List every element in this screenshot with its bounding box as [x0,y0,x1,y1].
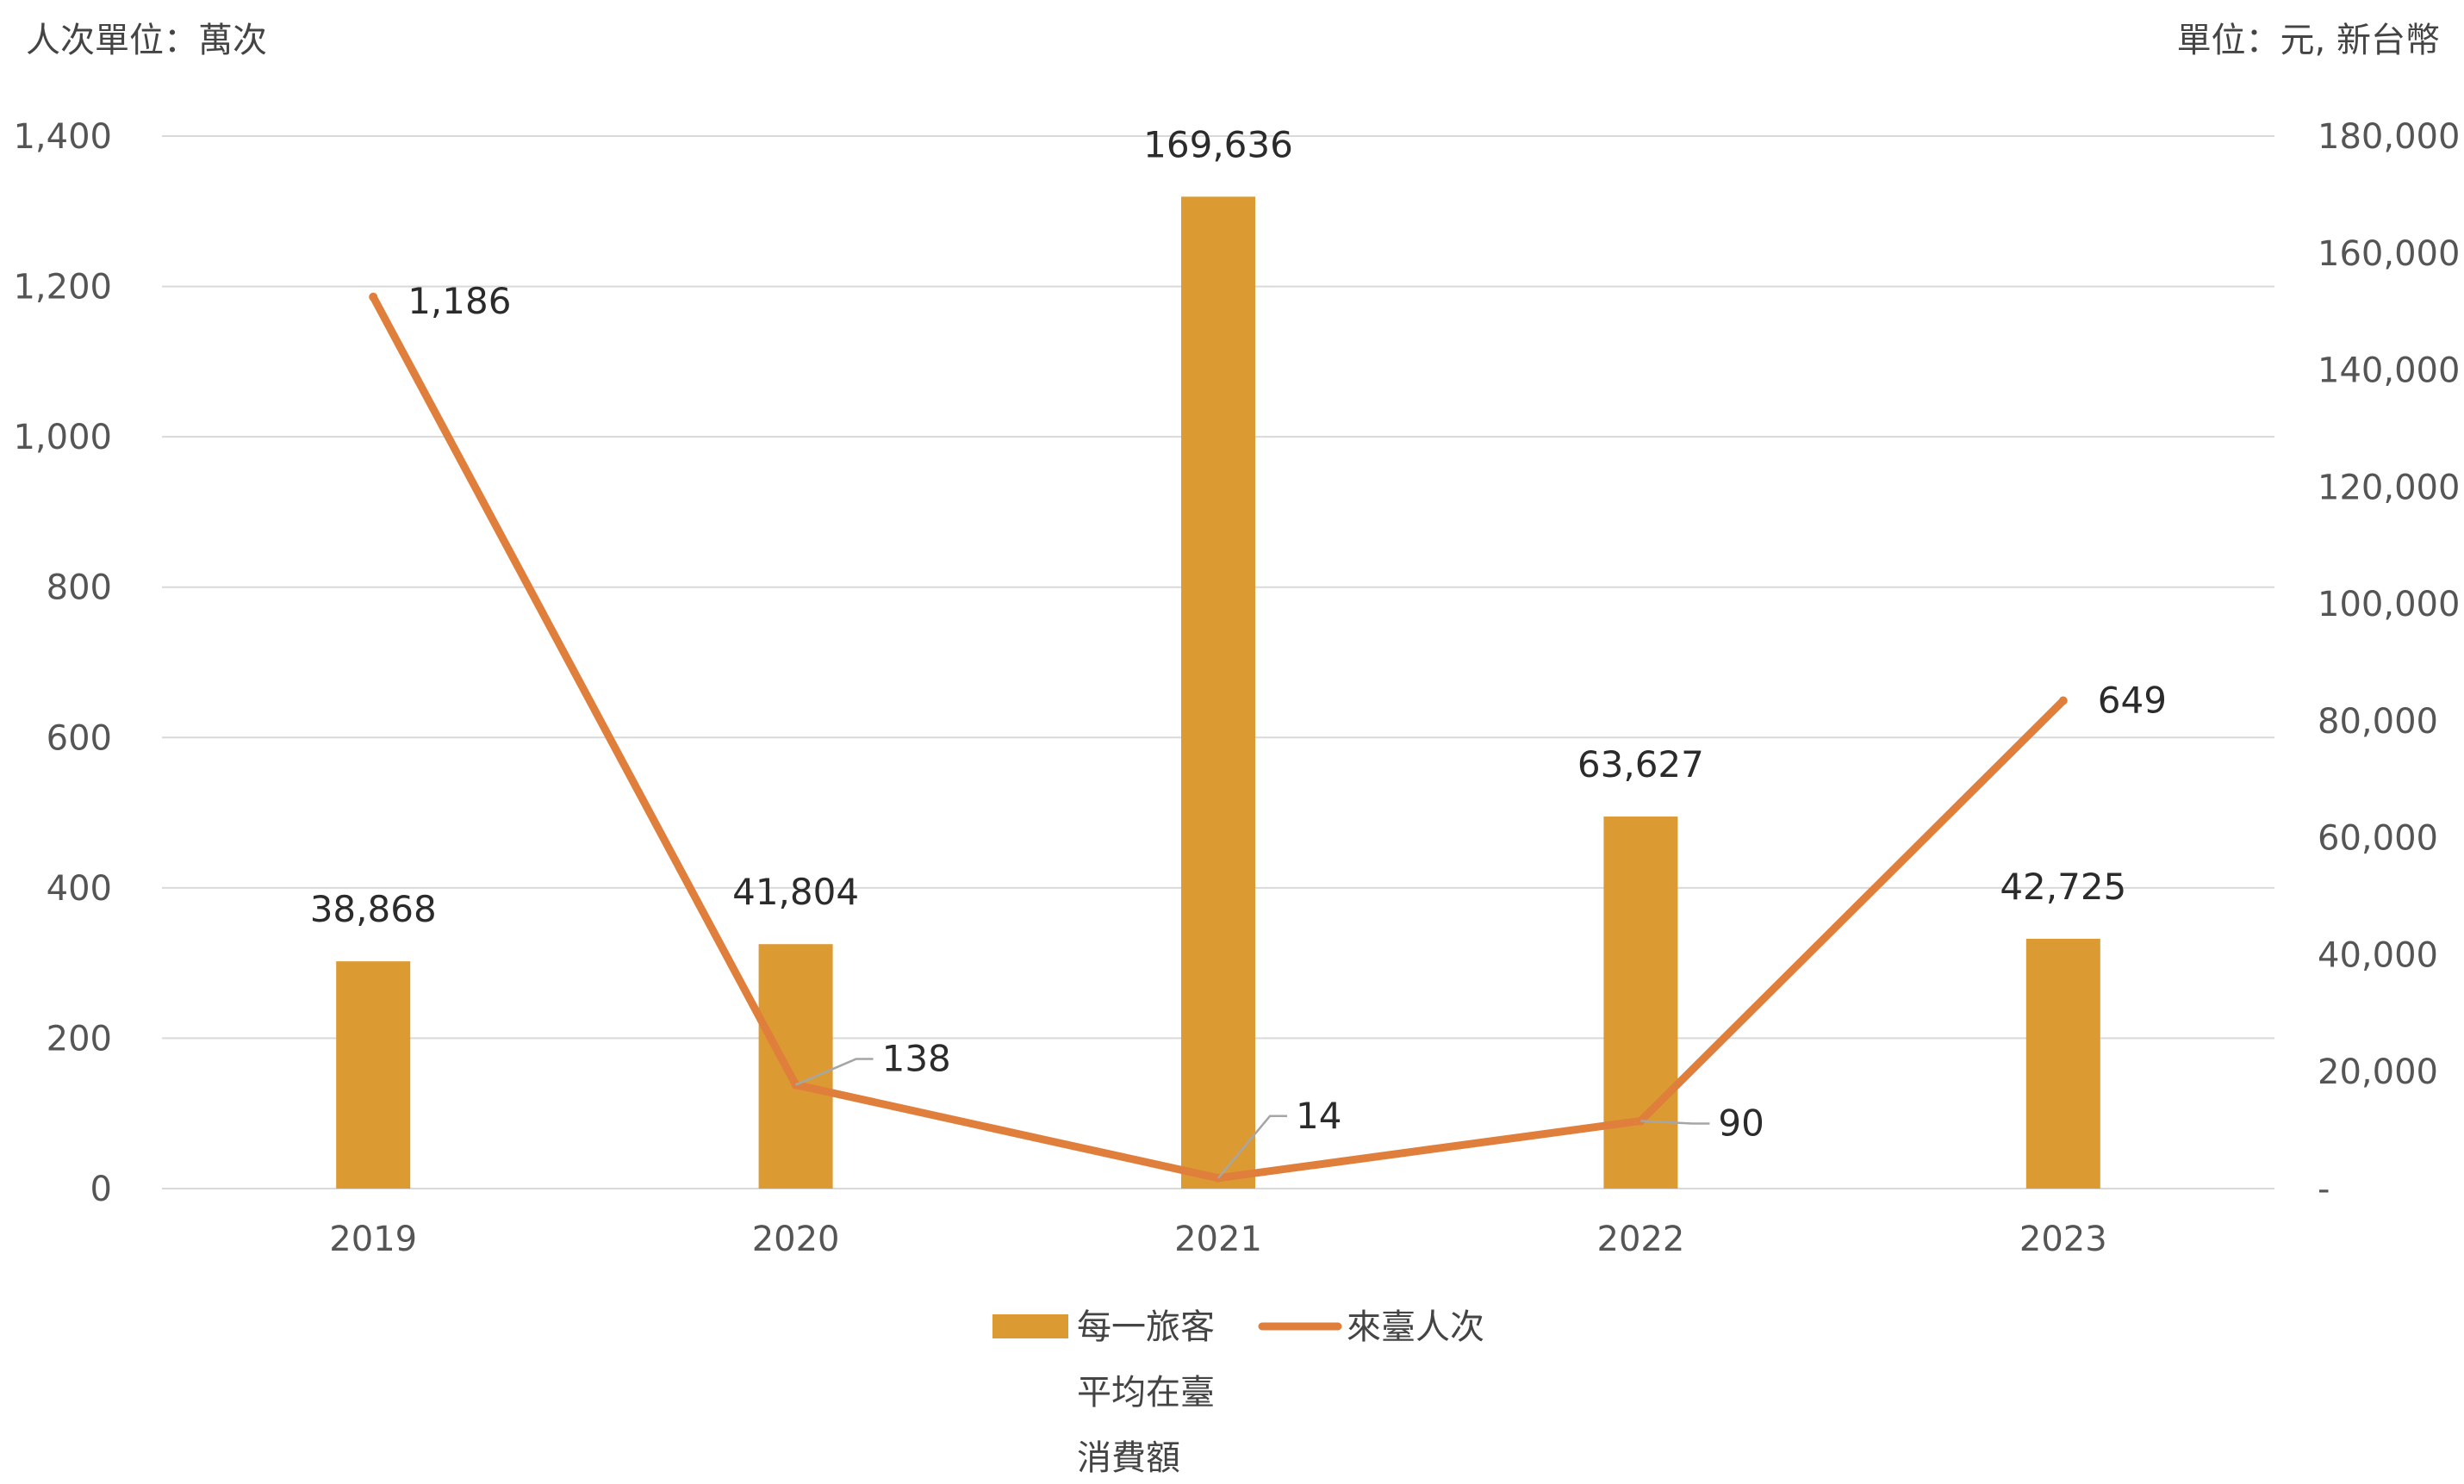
left-tick-label: 400 [47,869,112,909]
left-tick-label: 1,400 [13,117,112,157]
legend-label-line: 來臺人次 [1347,1307,1484,1347]
legend-swatch-bar [992,1314,1068,1338]
bar-data-label: 38,868 [310,888,437,930]
leader-line [1640,1120,1710,1125]
leader-line [1217,1115,1287,1179]
leader-line [795,1058,874,1086]
line-data-label: 649 [2098,680,2167,722]
line-data-label: 1,186 [408,280,511,322]
bar-series [336,196,2100,1189]
bar [1181,196,1255,1189]
x-tick-label: 2022 [1597,1220,1685,1259]
line-data-labels: 1,186 138 14 90 649 [408,280,2167,1179]
x-tick-label: 2023 [2019,1220,2107,1259]
left-axis-unit-label: 人次單位：萬次 [26,21,267,60]
x-tick-label: 2021 [1174,1220,1262,1259]
line-data-label: 90 [1718,1102,1764,1144]
right-tick-label: 160,000 [2318,234,2460,274]
right-tick-label: 120,000 [2318,468,2460,507]
left-tick-label: 1,200 [13,268,112,307]
right-tick-label: 40,000 [2318,935,2438,975]
bar [336,961,411,1189]
right-axis-ticks: - 20,000 40,000 60,000 80,000 100,000 120,000 1… [2318,117,2460,1209]
left-tick-label: 800 [47,568,112,608]
bar [1603,817,1678,1189]
left-axis-ticks: 0 200 400 600 800 1,000 1,200 1,400 [13,117,112,1209]
bar [758,944,833,1189]
right-tick-label: - [2318,1170,2330,1209]
legend-label-bar: 平均在臺 [1077,1373,1215,1413]
x-tick-label: 2019 [329,1220,417,1259]
bar-data-labels: 38,868 41,804 169,636 63,627 42,725 [310,123,2127,930]
right-tick-label: 60,000 [2318,819,2438,859]
line-point [2058,696,2068,705]
right-tick-label: 100,000 [2318,585,2460,624]
right-tick-label: 140,000 [2318,351,2460,391]
left-tick-label: 200 [47,1019,112,1059]
legend-label-bar: 每一旅客 [1077,1307,1215,1347]
legend-label-bar: 消費額 [1077,1438,1180,1478]
right-axis-unit-label: 單位：元, 新台幣 [2176,21,2440,60]
bar-data-label: 63,627 [1577,743,1704,785]
bar-data-label: 169,636 [1143,123,1293,165]
bar-data-label: 41,804 [732,871,859,913]
line-point [369,292,378,301]
left-tick-label: 600 [47,718,112,758]
bar [2025,938,2100,1189]
x-tick-label: 2020 [752,1220,840,1259]
line-data-label: 14 [1296,1095,1341,1137]
bar-data-label: 42,725 [2000,866,2126,908]
left-tick-label: 1,000 [13,418,112,457]
line-data-label: 138 [882,1038,951,1080]
right-tick-label: 180,000 [2318,117,2460,157]
right-tick-label: 20,000 [2318,1052,2438,1092]
x-axis-ticks: 2019 2020 2021 2022 2023 [329,1220,2106,1259]
right-tick-label: 80,000 [2318,702,2438,742]
left-tick-label: 0 [90,1170,112,1209]
